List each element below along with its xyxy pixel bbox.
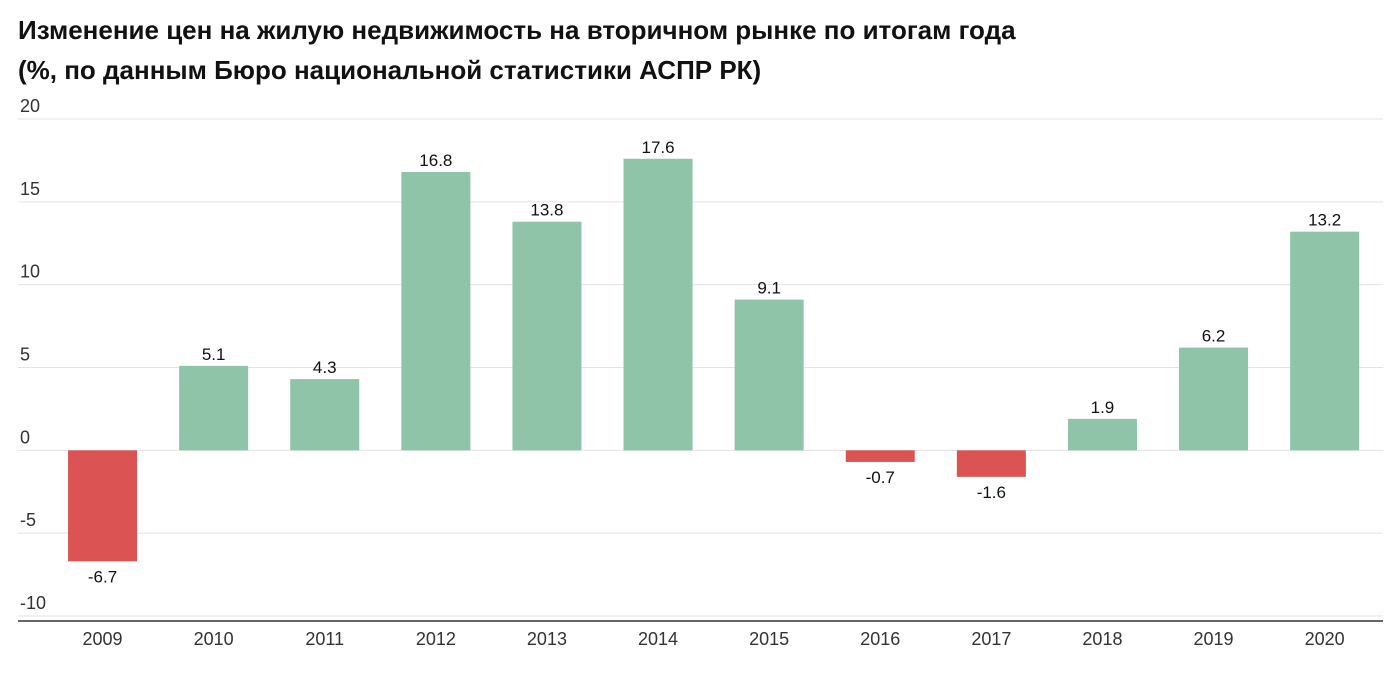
bar-2013 bbox=[512, 221, 582, 451]
y-axis-tick-labels: 20 15 10 5 0 -5 -10 bbox=[20, 96, 46, 613]
value-label-2010: 5.1 bbox=[202, 345, 226, 364]
x-tick-label-2013: 2013 bbox=[527, 629, 567, 649]
x-tick-label-2018: 2018 bbox=[1082, 629, 1122, 649]
x-tick-label-2011: 2011 bbox=[305, 629, 344, 649]
bars bbox=[68, 158, 1360, 562]
y-tick-label: 5 bbox=[20, 345, 30, 365]
x-tick-label-2019: 2019 bbox=[1194, 629, 1234, 649]
bar-2009 bbox=[68, 450, 138, 562]
y-tick-label: 10 bbox=[20, 262, 40, 282]
value-label-2020: 13.2 bbox=[1308, 211, 1341, 230]
x-tick-label-2014: 2014 bbox=[638, 629, 678, 649]
x-tick-label-2010: 2010 bbox=[194, 629, 234, 649]
y-tick-label: 15 bbox=[20, 179, 40, 199]
bar-2016 bbox=[845, 450, 915, 462]
x-tick-label-2017: 2017 bbox=[971, 629, 1011, 649]
chart-title-line-1: Изменение цен на жилую недвижимость на в… bbox=[18, 15, 1016, 45]
value-label-2015: 9.1 bbox=[757, 279, 781, 298]
bar-2019 bbox=[1179, 347, 1249, 451]
x-tick-label-2009: 2009 bbox=[83, 629, 123, 649]
y-tick-label: -5 bbox=[20, 510, 36, 530]
x-tick-label-2015: 2015 bbox=[749, 629, 789, 649]
value-label-2013: 13.8 bbox=[530, 201, 563, 220]
chart-title-line-2: (%, по данным Бюро национальной статисти… bbox=[18, 55, 762, 85]
value-label-2009: -6.7 bbox=[88, 567, 117, 586]
bar-2015 bbox=[734, 299, 804, 451]
bar-2014 bbox=[623, 158, 693, 451]
value-label-2012: 16.8 bbox=[419, 151, 452, 170]
bar-2011 bbox=[290, 379, 360, 451]
value-label-2017: -1.6 bbox=[977, 483, 1006, 502]
bar-2010 bbox=[179, 365, 249, 451]
value-label-2018: 1.9 bbox=[1091, 398, 1115, 417]
value-labels: -6.7 5.1 4.3 16.8 13.8 17.6 9.1 -0.7 -1.6 1.9 6.2 1… bbox=[88, 138, 1341, 587]
y-tick-label: 20 bbox=[20, 96, 40, 116]
x-tick-label-2012: 2012 bbox=[416, 629, 456, 649]
y-tick-label: 0 bbox=[20, 427, 30, 447]
bar-2012 bbox=[401, 172, 471, 451]
value-label-2014: 17.6 bbox=[642, 138, 675, 157]
grid-lines bbox=[18, 118, 1383, 617]
x-axis-tick-labels: 2009 2010 2011 2012 2013 2014 2015 2016 2017 2018… bbox=[83, 629, 1345, 649]
y-tick-label: -10 bbox=[20, 593, 46, 613]
bar-2018 bbox=[1067, 418, 1137, 451]
value-label-2019: 6.2 bbox=[1202, 327, 1226, 346]
x-tick-label-2020: 2020 bbox=[1305, 629, 1345, 649]
value-label-2016: -0.7 bbox=[866, 468, 895, 487]
x-tick-label-2016: 2016 bbox=[860, 629, 900, 649]
bar-2017 bbox=[956, 450, 1026, 477]
value-label-2011: 4.3 bbox=[313, 358, 337, 377]
chart-title: Изменение цен на жилую недвижимость на в… bbox=[18, 10, 1378, 90]
bar-2020 bbox=[1290, 231, 1360, 451]
